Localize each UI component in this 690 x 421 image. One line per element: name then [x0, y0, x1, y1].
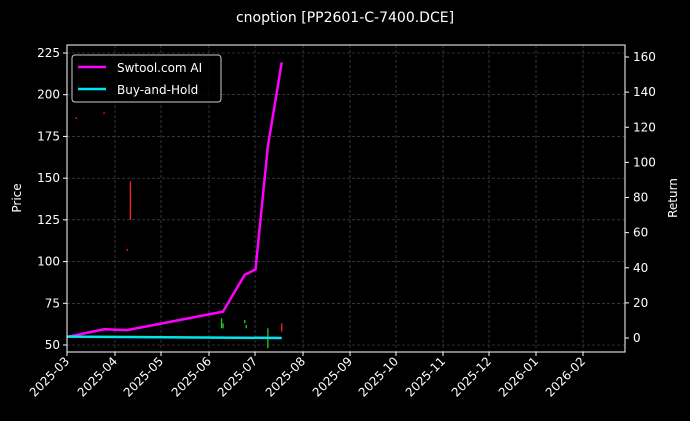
x-tick-label: 2025-04 — [75, 354, 120, 399]
chart-title: cnoption [PP2601-C-7400.DCE] — [236, 10, 454, 26]
y-tick-label: 50 — [45, 338, 60, 352]
y-right-tick-label: 60 — [633, 226, 648, 240]
y-tick-label: 175 — [37, 129, 60, 143]
y-right-tick-label: 40 — [633, 261, 648, 275]
legend: Swtool.com AI Buy-and-Hold — [71, 54, 222, 103]
plot-frame — [66, 44, 626, 353]
x-tick-label: 2025-03 — [27, 354, 72, 399]
x-tick-label: 2025-05 — [121, 354, 166, 399]
y-axis-label: Price — [10, 183, 24, 212]
y-tick-label: 75 — [45, 296, 60, 310]
legend-label-ai: Swtool.com AI — [117, 61, 202, 75]
series-line-buyhold — [66, 335, 282, 340]
y-right-tick-label: 160 — [633, 50, 656, 64]
y-tick-label: 225 — [37, 46, 60, 60]
x-tick-label: 2026-02 — [543, 354, 588, 399]
x-tick-label: 2025-12 — [449, 354, 494, 399]
y-axis-right-label: Return — [666, 178, 680, 218]
x-tick-label: 2025-11 — [403, 354, 448, 399]
y-right-tick-label: 120 — [633, 120, 656, 134]
x-tick-label: 2025-09 — [310, 354, 355, 399]
y-tick-label: 100 — [37, 255, 60, 269]
x-tick-label: 2025-08 — [263, 354, 308, 399]
y-right-tick-label: 100 — [633, 155, 656, 169]
legend-label-buyhold: Buy-and-Hold — [117, 83, 198, 97]
y-right-tick-label: 80 — [633, 191, 648, 205]
x-tick-label: 2025-06 — [169, 354, 214, 399]
x-tick-label: 2025-07 — [215, 354, 260, 399]
y-tick-label: 200 — [37, 88, 60, 102]
y-right-tick-label: 20 — [633, 296, 648, 310]
x-tick-label: 2025-10 — [356, 354, 401, 399]
y-tick-label: 150 — [37, 171, 60, 185]
series-line-ai — [66, 62, 283, 339]
y-tick-label: 125 — [37, 213, 60, 227]
x-tick-label: 2026-01 — [496, 354, 541, 399]
y-right-tick-label: 140 — [633, 85, 656, 99]
y-right-tick-label: 0 — [633, 331, 641, 345]
